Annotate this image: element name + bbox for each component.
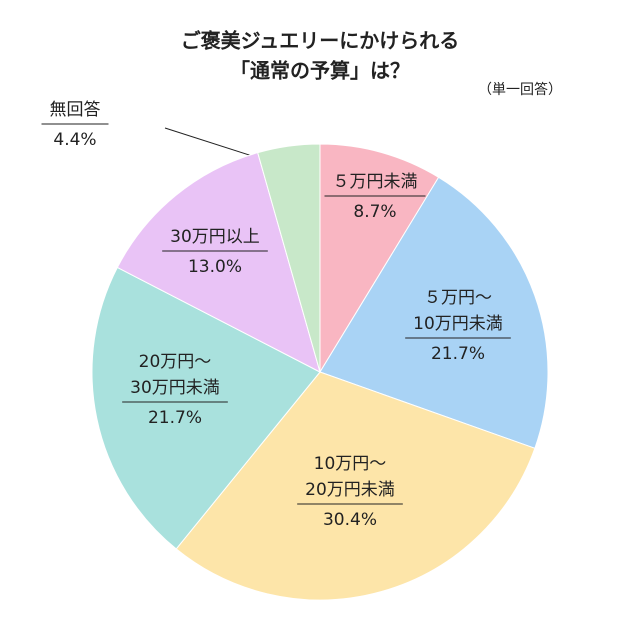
- slice-label: 20万円〜: [139, 352, 212, 372]
- pie-slice: [91, 266, 321, 550]
- value-label: 30.4%: [323, 510, 377, 530]
- pie-slice: [257, 143, 321, 373]
- value-label: 8.7%: [353, 202, 396, 222]
- chart-title: 「通常の予算」は？: [230, 59, 410, 83]
- slice-label: 30万円未満: [130, 378, 220, 398]
- slice-label: 10万円未満: [413, 314, 503, 334]
- pie-slice: [175, 371, 536, 601]
- value-label: 13.0%: [188, 257, 242, 277]
- slice-label: ５万円未満: [333, 172, 418, 192]
- slice-label: 30万円以上: [170, 227, 260, 247]
- note: （単一回答）: [478, 81, 562, 98]
- value-label: 4.4%: [53, 130, 96, 150]
- slice-label: 10万円〜: [314, 454, 387, 474]
- chart-title: ご褒美ジュエリーにかけられる: [181, 29, 460, 53]
- slice-label: ５万円〜: [424, 288, 492, 308]
- pie-slice: [319, 176, 549, 449]
- pie-slice: [319, 143, 440, 374]
- slice-label: 20万円未満: [305, 480, 395, 500]
- value-label: 21.7%: [431, 344, 485, 364]
- value-label: 21.7%: [148, 408, 202, 428]
- pie-slice: [116, 152, 321, 373]
- slice-label: 無回答: [50, 100, 101, 120]
